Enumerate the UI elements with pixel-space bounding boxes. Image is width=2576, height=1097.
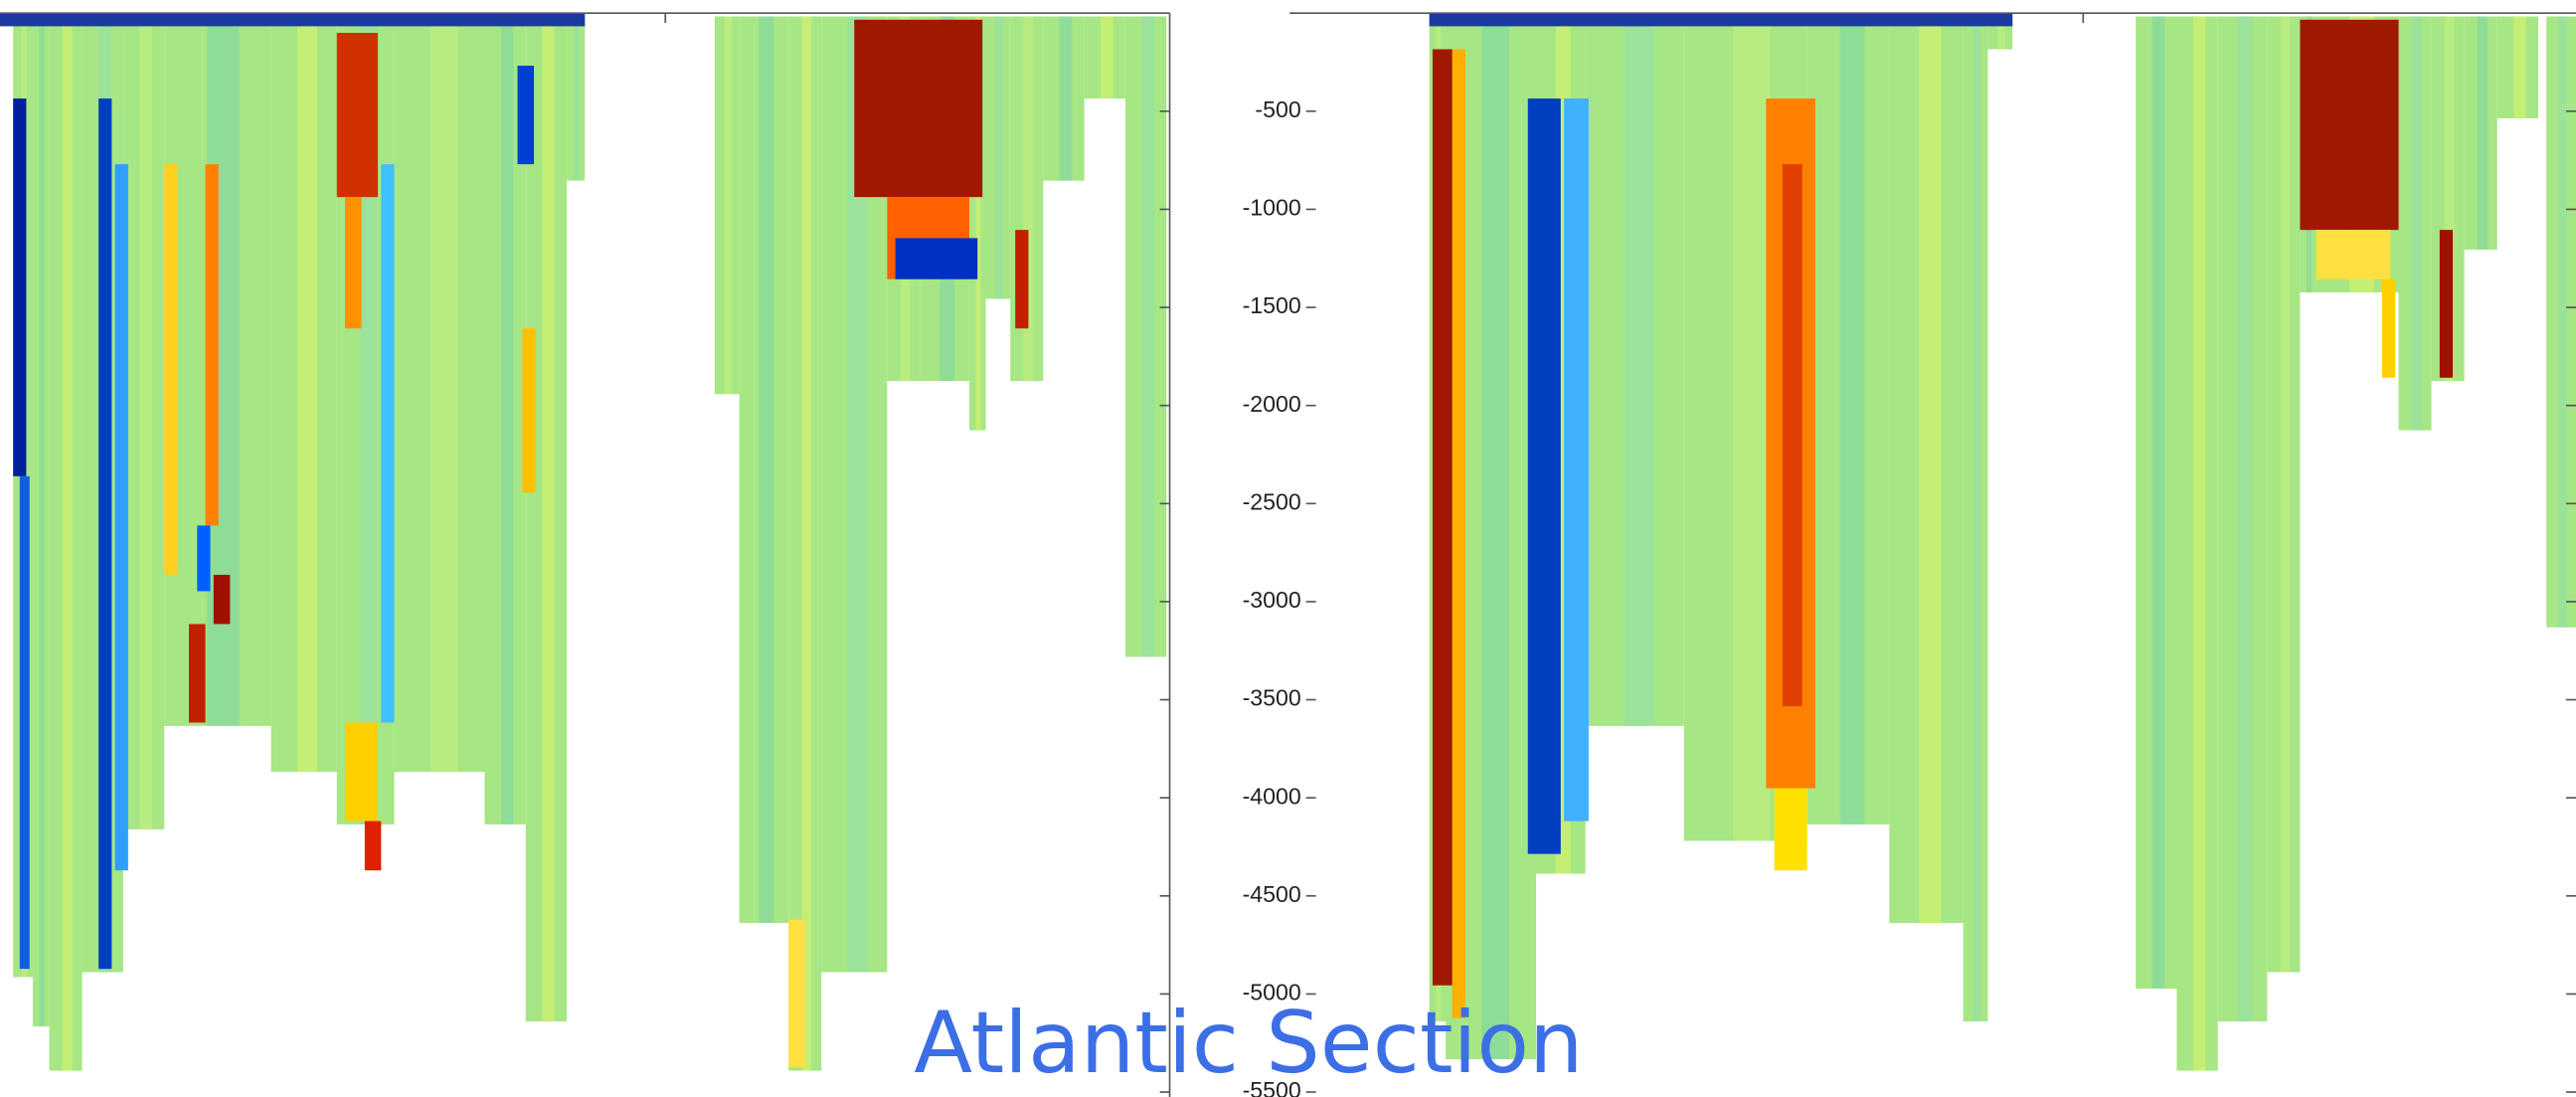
section-feature [854, 19, 983, 198]
section-feature [189, 624, 206, 723]
section-shade [139, 16, 152, 829]
section-feature [1015, 230, 1029, 329]
section-shade [1919, 16, 1942, 923]
y-tick-label: -2500 [1243, 488, 1301, 514]
section-feature [2439, 230, 2454, 378]
section-shade [2151, 16, 2165, 990]
y-tick-label: -3500 [1243, 685, 1301, 711]
section-feature [19, 475, 30, 970]
section-feature [1429, 13, 2013, 27]
section-feature [895, 238, 978, 279]
section-heatmap [0, 13, 2576, 1071]
section-shade [574, 16, 580, 181]
section-feature [1432, 49, 1453, 986]
axes [0, 12, 2576, 1097]
section-shade [1059, 16, 1073, 181]
section-shade [500, 16, 514, 824]
section-shade [1733, 16, 1771, 841]
section-feature [2316, 230, 2391, 279]
section-shade [1481, 16, 1509, 1060]
y-tick-label: -3000 [1243, 587, 1301, 613]
y-tick-label: -1000 [1243, 195, 1301, 221]
section-feature [1774, 788, 1807, 871]
y-tick-label: -500 [1255, 96, 1300, 122]
section-shade [2237, 16, 2253, 1022]
section-feature [2382, 278, 2396, 378]
section-shade [359, 16, 378, 824]
section-shade [429, 16, 458, 773]
section-shade [995, 16, 1003, 299]
section-feature [345, 722, 379, 822]
section-shade [847, 16, 868, 973]
section-shade [975, 16, 981, 431]
section-shade [1973, 16, 1980, 1022]
section-shade [2513, 16, 2526, 118]
y-tick-label: -4500 [1243, 881, 1301, 907]
y-tick-label: -1500 [1243, 292, 1301, 318]
section-feature [522, 328, 536, 493]
section-feature [517, 66, 535, 165]
section-feature [345, 197, 362, 329]
section-shade [724, 16, 733, 395]
section-shade [2280, 16, 2291, 973]
section-feature [1782, 164, 1803, 707]
section-feature [381, 164, 395, 723]
y-tick-label: -2000 [1243, 391, 1301, 417]
section-shade [1101, 16, 1114, 99]
section-shade [1141, 16, 1154, 657]
section-shade [2192, 16, 2206, 1071]
section-feature [1527, 98, 1561, 854]
section-shade [542, 16, 555, 1022]
section-feature [98, 98, 112, 970]
section-shade [759, 16, 774, 923]
section-shade [1997, 16, 2005, 50]
section-shade [1839, 16, 1865, 824]
caption: Atlantic Section [914, 994, 1583, 1093]
section-feature [205, 164, 219, 526]
section-shade [2477, 16, 2488, 250]
section-shade [2444, 16, 2455, 382]
section-shade [801, 16, 812, 1071]
y-tick-label: -4000 [1243, 783, 1301, 809]
section-feature [13, 98, 27, 476]
section-shade [39, 16, 45, 1026]
section-feature [164, 164, 178, 575]
y-tick-label: -5000 [1243, 980, 1301, 1006]
section-feature [197, 525, 211, 592]
section-feature [0, 13, 586, 27]
section-shade [2558, 16, 2568, 628]
section-shade [2411, 16, 2422, 431]
section-shade [62, 16, 73, 1071]
section-feature [788, 919, 805, 1068]
section-shade [1023, 16, 1034, 382]
section-feature [1452, 49, 1465, 1018]
section-feature [2300, 19, 2399, 231]
section-feature [1564, 98, 1589, 822]
section-feature [336, 33, 379, 198]
section-shade [297, 16, 317, 773]
y-tick-label: -5500 [1243, 1077, 1301, 1097]
section-feature [213, 574, 231, 625]
section-shade [1625, 16, 1654, 726]
section-feature [114, 164, 128, 871]
section-feature [364, 821, 382, 871]
